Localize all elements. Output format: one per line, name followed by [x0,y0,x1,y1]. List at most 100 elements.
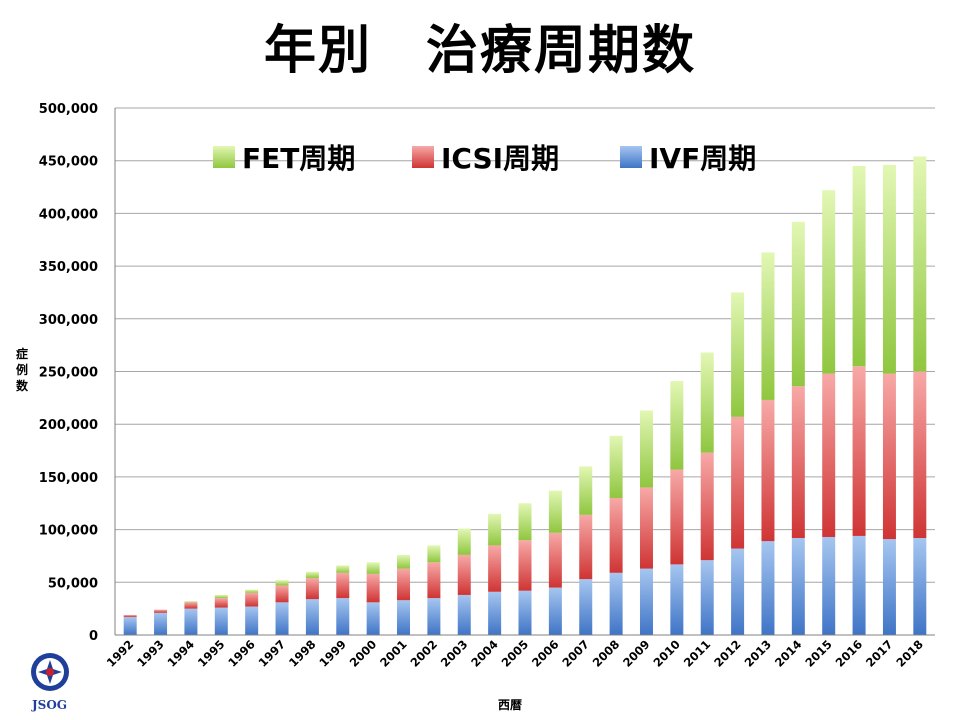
chart-title: 年別 治療周期数 [263,21,696,81]
x-tick-label: 2003 [438,637,471,670]
legend-swatch-icsi [412,146,434,168]
y-axis-label: 症例数 [15,347,28,393]
x-tick-label: 1995 [195,637,228,670]
bar-icsi-2009 [639,487,653,569]
bar-fet-2008 [609,435,623,498]
bar-fet-2017 [882,164,896,374]
legend-swatch-ivf [620,146,642,168]
bar-fet-2005 [518,503,532,541]
bar-fet-2015 [822,190,836,374]
x-tick-label: 2010 [650,637,683,670]
bar-ivf-2002 [427,598,441,635]
bar-ivf-2005 [518,590,532,635]
bar-ivf-2017 [882,539,896,635]
x-tick-label: 2011 [681,637,714,670]
bar-icsi-2006 [548,532,562,588]
bar-fet-2013 [761,252,775,400]
y-tick-label: 450,000 [39,155,98,170]
x-tick-label: 1996 [225,637,258,670]
bar-icsi-1997 [275,585,289,603]
bar-fet-2006 [548,490,562,533]
bar-ivf-2009 [639,568,653,635]
y-tick-label: 0 [89,629,98,644]
x-tick-label: 2012 [711,637,744,670]
x-tick-label: 2006 [529,637,562,670]
bar-fet-2010 [670,380,684,470]
bar-icsi-2003 [457,554,471,595]
bar-ivf-1995 [214,607,228,635]
x-tick-label: 2002 [407,637,440,670]
bar-ivf-1998 [305,599,319,635]
x-tick-label: 2009 [620,637,653,670]
bar-icsi-2013 [761,399,775,542]
bar-fet-2016 [852,165,866,367]
x-tick-label: 2014 [772,637,805,670]
bar-ivf-2013 [761,541,775,635]
bar-icsi-2011 [700,452,714,561]
bar-ivf-2003 [457,594,471,635]
bar-ivf-2011 [700,560,714,635]
bar-icsi-2002 [427,562,441,599]
legend-swatch-fet [213,146,235,168]
bar-icsi-2016 [852,366,866,536]
x-tick-label: 1997 [256,637,289,670]
bar-fet-1997 [275,580,289,586]
bar-icsi-2010 [670,469,684,565]
bar-ivf-2012 [731,548,745,635]
bar-fet-2001 [397,554,411,569]
bar-fet-2009 [639,410,653,488]
legend-label-icsi: ICSI周期 [441,142,559,175]
bar-icsi-2008 [609,497,623,573]
legend-label-fet: FET周期 [242,142,355,175]
bar-ivf-1992 [123,617,137,635]
bar-fet-2018 [913,156,927,372]
y-tick-label: 250,000 [39,366,98,381]
x-axis-label: 西暦 [497,698,522,712]
bar-fet-1995 [214,594,228,599]
bar-icsi-1996 [245,592,259,607]
bar-ivf-2008 [609,572,623,635]
bar-icsi-1995 [214,598,228,608]
x-tick-label: 2005 [499,637,532,670]
bar-fet-1994 [184,601,198,603]
bar-fet-2000 [366,562,380,574]
bar-ivf-2001 [397,600,411,635]
bar-fet-2007 [579,466,593,515]
x-tick-label: 1993 [134,637,167,670]
bar-icsi-2015 [822,373,836,537]
legend: FET周期 ICSI周期 IVF周期 [213,142,756,175]
bar-ivf-2004 [488,591,502,635]
logo-text: JSOG [32,698,68,712]
x-tick-label: 2017 [863,637,896,670]
bar-icsi-1993 [154,609,168,613]
x-tick-label: 2018 [893,637,926,670]
x-tick-label: 2000 [347,637,380,670]
x-tick-label: 2013 [742,637,775,670]
bar-icsi-2000 [366,573,380,603]
bar-fet-1999 [336,565,350,573]
bar-ivf-1993 [154,612,168,635]
y-tick-label: 50,000 [48,576,98,591]
bar-icsi-1998 [305,578,319,600]
x-tick-label: 1999 [316,637,349,670]
bar-icsi-2004 [488,545,502,592]
bar-icsi-1999 [336,572,350,599]
bar-ivf-1999 [336,598,350,635]
bar-ivf-2007 [579,579,593,635]
bar-fet-2004 [488,513,502,546]
bar-fet-2003 [457,528,471,555]
y-tick-label: 100,000 [39,524,98,539]
bar-icsi-2001 [397,568,411,601]
bar-ivf-2010 [670,564,684,635]
bar-fet-2011 [700,352,714,453]
y-tick-label: 300,000 [39,313,98,328]
bar-ivf-1996 [245,606,259,635]
x-tick-label: 2016 [833,637,866,670]
bar-ivf-1994 [184,608,198,635]
bar-icsi-2017 [882,373,896,540]
x-tick-label: 1998 [286,637,319,670]
bar-icsi-2005 [518,540,532,591]
bar-icsi-1992 [123,614,137,618]
bar-icsi-1994 [184,602,198,609]
